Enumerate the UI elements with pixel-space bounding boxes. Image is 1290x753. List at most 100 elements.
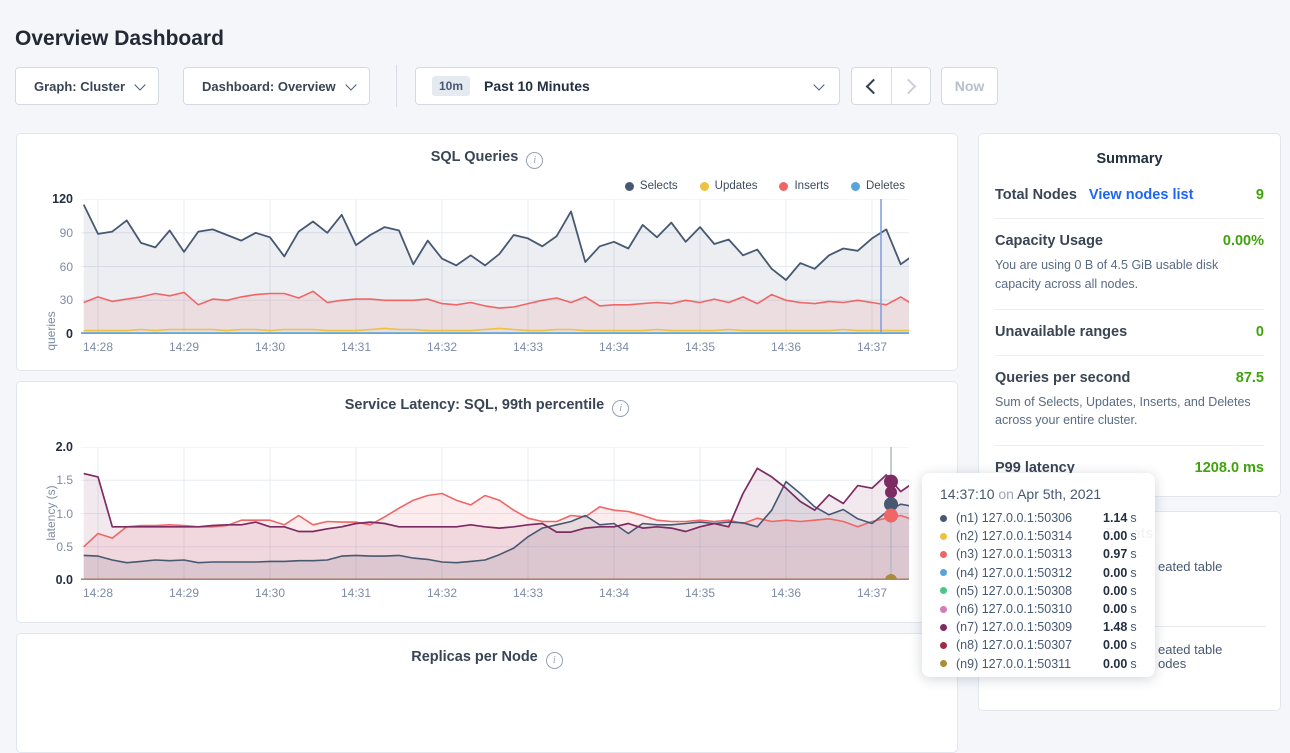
graph-scope-dropdown[interactable]: Graph: Cluster — [15, 67, 159, 105]
info-icon[interactable]: i — [526, 152, 544, 169]
node-latency-unit: s — [1130, 511, 1137, 526]
node-color-dot — [940, 514, 947, 522]
prev-window-button[interactable] — [852, 68, 891, 104]
view-nodes-list-link[interactable]: View nodes list — [1088, 187, 1194, 203]
unavailable-ranges-value: 0 — [1255, 323, 1264, 340]
capacity-label: Capacity Usage — [995, 233, 1103, 249]
tooltip-node-row: (n7) 127.0.0.1:50309 1.48 s — [940, 618, 1141, 636]
next-window-button[interactable] — [890, 68, 931, 104]
tooltip-node-row: (n2) 127.0.0.1:50314 0.00 s — [940, 527, 1141, 545]
node-color-dot — [940, 569, 947, 577]
service-latency-chart-card[interactable]: Service Latency: SQL, 99th percentile i l… — [16, 381, 958, 623]
x-axis-tick: 14:33 — [512, 586, 544, 600]
summary-panel: Summary Total Nodes View nodes list 9 Ca… — [978, 133, 1281, 497]
node-latency-unit: s — [1130, 602, 1137, 617]
summary-title: Summary — [1096, 151, 1163, 167]
node-address: (n1) 127.0.0.1:50306 — [956, 511, 1073, 526]
tooltip-node-row: (n3) 127.0.0.1:50313 0.97 s — [940, 545, 1141, 563]
x-axis-tick: 14:35 — [684, 340, 716, 354]
legend-label: Inserts — [794, 180, 829, 192]
card-latency-plot[interactable] — [81, 447, 909, 580]
qps-value: 87.5 — [1235, 369, 1264, 386]
x-axis-tick: 14:30 — [254, 586, 286, 600]
node-color-dot — [940, 587, 947, 595]
node-latency-unit: s — [1130, 656, 1137, 671]
x-axis-tick: 14:31 — [340, 340, 372, 354]
x-axis-tick: 14:28 — [82, 340, 114, 354]
legend-label: Updates — [714, 180, 758, 192]
info-icon[interactable]: i — [612, 400, 630, 417]
time-range-dropdown[interactable]: 10m Past 10 Minutes — [415, 67, 840, 105]
node-address: (n3) 127.0.0.1:50313 — [956, 547, 1073, 562]
y-axis-tick: 0.0 — [55, 573, 73, 587]
summary-row-qps: Queries per second 87.5 Sum of Selects, … — [995, 354, 1264, 446]
x-axis-tick: 14:32 — [426, 586, 458, 600]
chart-title: SQL Queries i — [17, 149, 957, 169]
card-sql-plot[interactable] — [81, 199, 909, 334]
now-button[interactable]: Now — [941, 67, 998, 105]
dashboard-dropdown[interactable]: Dashboard: Overview — [183, 67, 370, 105]
x-axis-tick: 14:34 — [598, 586, 630, 600]
summary-row-capacity: Capacity Usage 0.00% You are using 0 B o… — [995, 218, 1264, 309]
x-axis-tick: 14:29 — [168, 586, 200, 600]
event-row-fragment: eated table — [1158, 642, 1223, 657]
page-title: Overview Dashboard — [15, 27, 224, 51]
node-latency-unit: s — [1130, 529, 1137, 544]
legend-item-selects[interactable]: Selects — [624, 180, 678, 192]
tooltip-node-row: (n4) 127.0.0.1:50312 0.00 s — [940, 564, 1141, 582]
total-nodes-value: 9 — [1255, 187, 1264, 203]
legend-item-inserts[interactable]: Inserts — [779, 180, 829, 192]
node-latency-value: 0.00 — [1103, 656, 1128, 671]
y-axis-tick: 120 — [52, 192, 73, 206]
legend-item-updates[interactable]: Updates — [699, 180, 758, 192]
node-color-dot — [940, 605, 947, 613]
node-latency-unit: s — [1130, 583, 1137, 598]
tooltip-node-row: (n5) 127.0.0.1:50308 0.00 s — [940, 582, 1141, 600]
tooltip-node-row: (n1) 127.0.0.1:50306 1.14 s — [940, 509, 1141, 527]
qps-label: Queries per second — [995, 369, 1131, 386]
node-latency-value: 1.48 — [1103, 620, 1128, 635]
y-axis-tick: 0.5 — [56, 539, 73, 554]
legend-label: Selects — [639, 180, 678, 192]
node-color-dot — [940, 641, 947, 649]
replicas-per-node-chart-card[interactable]: Replicas per Node i — [16, 633, 958, 753]
chevron-right-icon — [900, 78, 917, 94]
summary-row-p99: P99 latency 1208.0 ms — [995, 445, 1264, 491]
toolbar-divider — [396, 65, 397, 107]
node-latency-value: 0.00 — [1103, 638, 1128, 653]
y-axis-tick: 90 — [59, 225, 73, 240]
tooltip-node-row: (n6) 127.0.0.1:50310 0.00 s — [940, 600, 1141, 618]
sql-queries-chart-card[interactable]: SQL Queries i Selects Updates Inserts Delete… — [16, 133, 958, 371]
chevron-left-icon — [865, 78, 882, 94]
y-axis-tick: 60 — [59, 259, 73, 274]
node-color-dot — [940, 660, 947, 668]
capacity-value: 0.00% — [1222, 233, 1264, 249]
info-icon[interactable]: i — [545, 652, 563, 669]
summary-row-total-nodes: Total Nodes View nodes list 9 — [995, 173, 1264, 218]
node-latency-value: 0.00 — [1103, 583, 1128, 598]
tooltip-node-row: (n8) 127.0.0.1:50307 0.00 s — [940, 636, 1141, 654]
node-address: (n7) 127.0.0.1:50309 — [956, 620, 1073, 635]
legend-color-dot — [851, 181, 860, 191]
chart-hover-tooltip: 14:37:10 on Apr 5th, 2021 (n1) 127.0.0.1… — [922, 473, 1155, 677]
node-color-dot — [940, 532, 947, 540]
x-axis-tick: 14:37 — [856, 340, 888, 354]
node-address: (n8) 127.0.0.1:50307 — [956, 638, 1073, 653]
legend-label: Deletes — [866, 180, 905, 192]
y-axis-tick: 2.0 — [55, 440, 73, 454]
time-range-label: Past 10 Minutes — [484, 78, 590, 94]
unavailable-ranges-label: Unavailable ranges — [995, 323, 1128, 340]
y-axis-tick: 1.0 — [56, 506, 73, 521]
overview-dashboard-page: { "page": { "title": "Overview Dashboard… — [15, 27, 1281, 753]
p99-latency-value: 1208.0 ms — [1194, 460, 1264, 476]
time-range-badge: 10m — [432, 76, 471, 96]
x-axis-tick: 14:34 — [598, 340, 630, 354]
chevron-down-icon — [134, 78, 146, 91]
legend-color-dot — [624, 181, 634, 191]
legend-color-dot — [779, 181, 789, 191]
node-address: (n4) 127.0.0.1:50312 — [956, 565, 1073, 580]
qps-description: Sum of Selects, Updates, Inserts, and De… — [995, 394, 1251, 428]
node-address: (n2) 127.0.0.1:50314 — [956, 529, 1073, 544]
legend-item-deletes[interactable]: Deletes — [851, 180, 905, 192]
node-latency-value: 1.14 — [1103, 511, 1128, 526]
